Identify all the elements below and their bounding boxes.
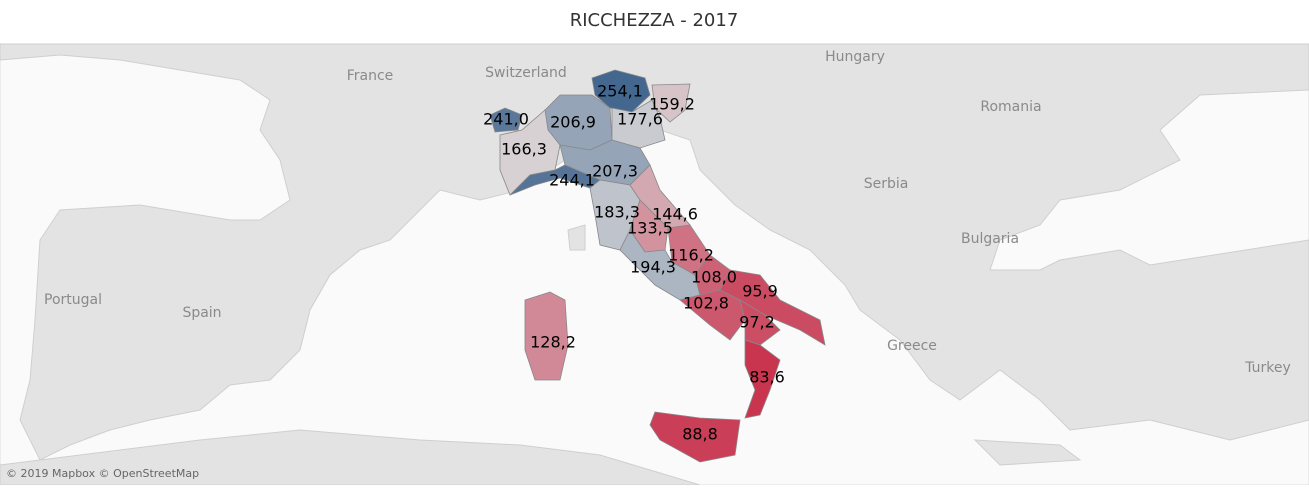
corsica xyxy=(567,224,586,251)
region-value-label: 83,6 xyxy=(749,368,785,387)
title: RICCHEZZA - 2017 xyxy=(570,10,739,31)
region xyxy=(649,411,741,463)
country-label: Serbia xyxy=(864,176,909,192)
region-value-label: 144,6 xyxy=(652,205,698,224)
country-label: Turkey xyxy=(1244,360,1291,376)
attribution: © 2019 Mapbox © OpenStreetMap xyxy=(6,467,199,480)
region-value-label: 241,0 xyxy=(483,110,529,129)
region xyxy=(524,291,569,381)
region-value-label: 95,9 xyxy=(742,282,778,301)
region-value-label: 206,9 xyxy=(550,113,596,132)
crete xyxy=(973,439,1082,466)
region-value-label: 88,8 xyxy=(682,425,718,444)
region xyxy=(744,339,781,419)
region xyxy=(591,69,651,113)
country-label: Romania xyxy=(980,99,1041,115)
region-value-label: 102,8 xyxy=(683,294,729,313)
region-value-label: 128,2 xyxy=(530,333,576,352)
country-label: Bulgaria xyxy=(961,231,1019,247)
region-labels: 241,0 254,1 159,2 206,9 177,6 166,3 207,3244,1… xyxy=(483,82,785,444)
country-label: Hungary xyxy=(825,49,885,65)
region-value-label: 166,3 xyxy=(501,140,547,159)
region xyxy=(651,83,691,123)
country-label: Greece xyxy=(887,338,937,354)
region-value-label: 116,2 xyxy=(668,246,714,265)
region-value-label: 183,3 xyxy=(594,203,640,222)
region-value-label: 194,3 xyxy=(630,258,676,277)
region-value-label: 159,2 xyxy=(649,95,695,114)
region-value-label: 207,3 xyxy=(592,162,638,181)
region-value-label: 108,0 xyxy=(691,268,737,287)
region xyxy=(489,107,523,133)
region-value-label: 133,5 xyxy=(627,219,673,238)
region xyxy=(499,109,561,196)
country-label: France xyxy=(347,68,394,84)
country-labels: France Switzerland Hungary Romania Serbia Bul… xyxy=(44,49,1291,376)
region-value-label: 244,1 xyxy=(549,171,595,190)
region xyxy=(619,229,701,301)
country-label: Portugal xyxy=(44,292,102,308)
region-value-label: 177,6 xyxy=(617,110,663,129)
region-value-label: 97,2 xyxy=(739,313,775,332)
regions xyxy=(489,69,826,463)
country-label: Spain xyxy=(182,305,221,321)
country-label: Switzerland xyxy=(485,65,567,81)
region-value-label: 254,1 xyxy=(597,82,643,101)
